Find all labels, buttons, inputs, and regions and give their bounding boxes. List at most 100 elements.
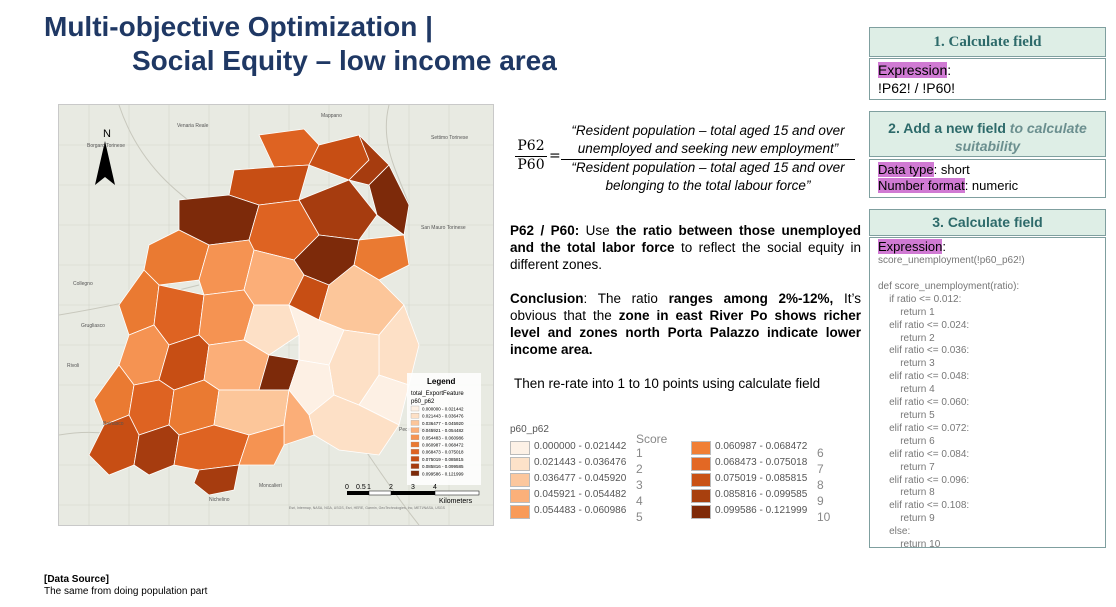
legend-swatch <box>510 457 530 471</box>
scale-tick-label: 3 <box>411 484 415 491</box>
step3-expression-label: Expression <box>878 239 943 254</box>
legend-score: 1 <box>636 446 643 460</box>
legend-range: 0.068473 - 0.075018 <box>715 457 808 468</box>
map-legend-swatch <box>410 441 420 448</box>
legend-range: 0.045921 - 0.054482 <box>534 489 627 500</box>
map-legend-swatch <box>410 405 420 412</box>
map-attribution: Esri, Intermap, NASA, NGA, USGS, Esri, H… <box>289 506 446 510</box>
place-label: Collegno <box>73 281 93 287</box>
step3-code-block: def score_unemployment(ratio): if ratio … <box>878 280 1020 548</box>
scale-tick-label: 4 <box>433 484 437 491</box>
legend-score: 2 <box>636 462 643 476</box>
districts <box>88 128 420 496</box>
formula-numerator: P62 <box>515 138 547 157</box>
score-legend-title: p60_p62 <box>510 424 549 435</box>
scale-tick-label: 0.5 <box>356 484 366 491</box>
para2-bold: ranges among 2%-12%, <box>668 291 834 306</box>
step1-expression-value: !P62! / !P60! <box>878 80 956 96</box>
north-label: N <box>103 128 111 140</box>
para1-text: Use <box>579 223 617 238</box>
map-legend-swatch <box>410 420 420 426</box>
legend-range: 0.036477 - 0.045920 <box>534 473 627 484</box>
score-header: Score <box>636 432 668 446</box>
map-legend: Legend total_ExportFeature p60_p62 0.000… <box>407 373 481 485</box>
legend-score: 7 <box>817 462 824 476</box>
slide-title: Multi-objective Optimization | Social Eq… <box>44 10 557 78</box>
scale-tick-label: 2 <box>389 484 393 491</box>
legend-range: 0.021443 - 0.036476 <box>534 457 627 468</box>
legend-range: 0.085816 - 0.099585 <box>715 489 808 500</box>
step3-call: score_unemployment(!p60_p62!) <box>878 255 1025 266</box>
district <box>283 389 315 446</box>
title-line-1: Multi-objective Optimization | <box>44 11 433 42</box>
legend-swatch <box>510 473 530 487</box>
map-legend-range: 0.045921 - 0.054482 <box>422 428 464 433</box>
place-label: San Mauro Torinese <box>421 225 466 231</box>
data-type-value: : short <box>933 162 970 177</box>
place-label: Mappano <box>321 113 342 119</box>
map-legend-swatch <box>410 456 420 462</box>
step1-colon: : <box>947 62 952 78</box>
title-line-2: Social Equity – low income area <box>132 45 557 76</box>
formula-quote-top: “Resident population – total aged 15 and… <box>561 122 855 160</box>
step1-header: 1. Calculate field <box>869 27 1106 57</box>
scale-tick-label: 1 <box>367 484 371 491</box>
para1-lead: P62 / P60: <box>510 223 580 238</box>
para2-lead: Conclusion <box>510 291 584 306</box>
data-type-label: Data type <box>878 162 934 177</box>
map-canvas: N Venaria Reale Borgaro Torinese Mappano… <box>59 105 493 525</box>
map-legend-range: 0.021443 - 0.036476 <box>422 414 464 419</box>
place-label: Rivoli <box>67 363 79 369</box>
map-legend-range: 0.085816 - 0.099585 <box>422 464 464 469</box>
para2-text: : The ratio <box>583 291 669 306</box>
district <box>243 304 300 356</box>
rerate-note: Then re-rate into 1 to 10 points using c… <box>514 376 821 391</box>
para1-text: to reflect the social equity in differen… <box>510 240 861 272</box>
map-legend-title: Legend <box>427 377 456 386</box>
legend-score: 10 <box>817 510 831 524</box>
legend-range: 0.075019 - 0.085815 <box>715 473 808 484</box>
map-legend-range: 0.099586 - 0.121999 <box>422 471 464 476</box>
map-legend-swatch <box>410 463 420 469</box>
step2-box: Data type: short Number format: numeric <box>869 159 1106 198</box>
step3-header: 3. Calculate field <box>869 209 1106 236</box>
map-legend-swatch <box>410 449 420 455</box>
para2-text: It’s obvious that the <box>510 291 861 323</box>
formula-fraction: P62 P60 <box>515 138 547 173</box>
map-legend-swatch <box>410 427 420 433</box>
step1-box: Expression: !P62! / !P60! <box>869 58 1106 100</box>
map-legend-range: 0.075019 - 0.085815 <box>422 457 464 462</box>
formula-quote-bottom: “Resident population – total aged 15 and… <box>571 160 845 193</box>
legend-range: 0.099586 - 0.121999 <box>715 505 808 516</box>
legend-score: 9 <box>817 494 824 508</box>
legend-range: 0.054483 - 0.060986 <box>534 505 627 516</box>
place-label: Moncalieri <box>259 483 282 489</box>
data-source-label: [Data Source] <box>44 574 110 585</box>
map-legend-swatch <box>410 413 420 419</box>
formula-equals: = <box>549 148 561 164</box>
para2-bold: zone in east River Po shows richer level… <box>510 308 861 357</box>
ratio-formula: P62 P60 = “Resident population – total a… <box>515 122 860 196</box>
legend-score: 6 <box>817 446 824 460</box>
scale-bar: 0 0.5 1 2 3 4 Kilometers <box>345 484 480 505</box>
step3-colon: : <box>942 239 946 254</box>
place-label: Grugliasco <box>81 323 105 329</box>
step1-expression-label: Expression <box>878 62 948 78</box>
place-label: Nichelino <box>209 497 230 503</box>
formula-denominator: P60 <box>517 157 545 173</box>
step2-subtitle: to calculate suitability <box>954 120 1087 154</box>
conclusion-paragraph: Conclusion: The ratio ranges among 2%-12… <box>510 290 861 358</box>
legend-range: 0.060987 - 0.068472 <box>715 441 808 452</box>
map-legend-field: p60_p62 <box>411 399 435 405</box>
north-arrow-icon <box>95 141 115 185</box>
place-label: Settimo Torinese <box>431 135 468 141</box>
step3-box: Expression: score_unemployment(!p60_p62!… <box>869 237 1106 548</box>
map-legend-range: 0.000000 - 0.021442 <box>422 407 464 412</box>
number-format-label: Number format <box>878 178 965 193</box>
legend-swatch <box>691 489 711 503</box>
place-label: Beinasco <box>103 421 124 427</box>
data-source-text: The same from doing population part <box>44 586 208 597</box>
map-legend-range: 0.068473 - 0.075018 <box>422 450 464 455</box>
district <box>238 424 285 466</box>
legend-score: 3 <box>636 478 643 492</box>
